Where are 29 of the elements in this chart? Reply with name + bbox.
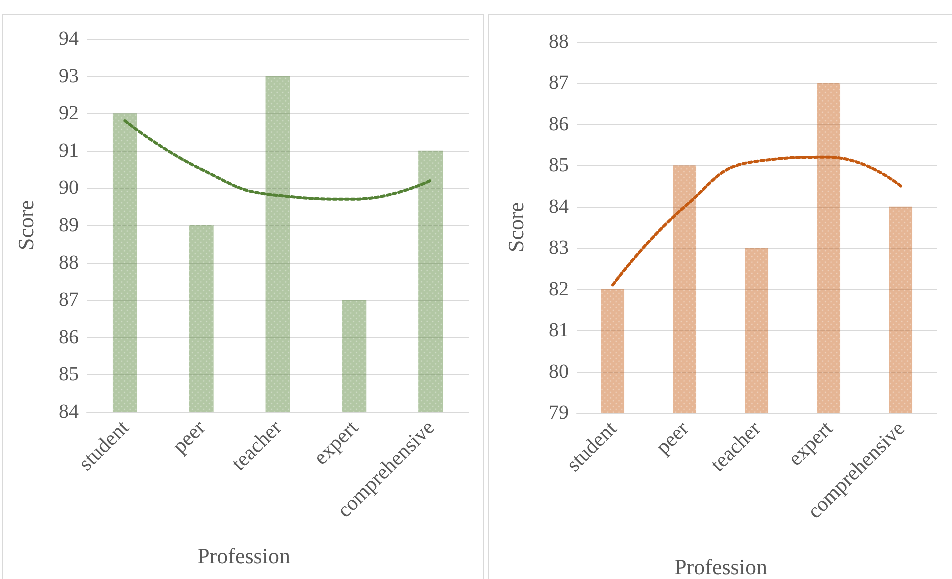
y-tick-label: 81: [549, 320, 569, 342]
x-tick-label: peer: [168, 416, 210, 458]
y-tick-label: 94: [59, 28, 79, 50]
y-tick-label: 89: [59, 214, 79, 236]
y-tick-label: 92: [59, 102, 79, 125]
line-series: [612, 156, 902, 287]
y-tick-label: 87: [59, 289, 79, 312]
y-axis-title: Score: [504, 202, 528, 253]
line-series: [124, 120, 432, 201]
y-tick-label: 88: [59, 252, 79, 274]
x-axis-title: Profession: [674, 554, 768, 579]
y-tick-label: 85: [549, 154, 569, 177]
y-tick-label: 87: [549, 72, 569, 94]
y-tick-label: 85: [59, 364, 79, 386]
y-tick-label: 84: [549, 196, 569, 218]
y-tick-label: 84: [59, 401, 79, 423]
y-tick-label: 83: [549, 237, 569, 260]
y-tick-label: 88: [549, 31, 569, 53]
y-tick-label: 90: [59, 177, 79, 200]
y-tick-label: 93: [59, 65, 79, 88]
y-tick-label: 86: [549, 113, 569, 136]
y-tick-label: 82: [549, 278, 569, 300]
x-tick-label: peer: [650, 416, 694, 460]
y-tick-label: 86: [59, 326, 79, 348]
y-tick-label: 79: [549, 402, 569, 424]
y-tick-label: 80: [549, 360, 569, 383]
y-axis-title: Score: [14, 200, 38, 251]
y-tick-label: 91: [59, 140, 79, 162]
x-axis-title: Profession: [198, 544, 290, 568]
